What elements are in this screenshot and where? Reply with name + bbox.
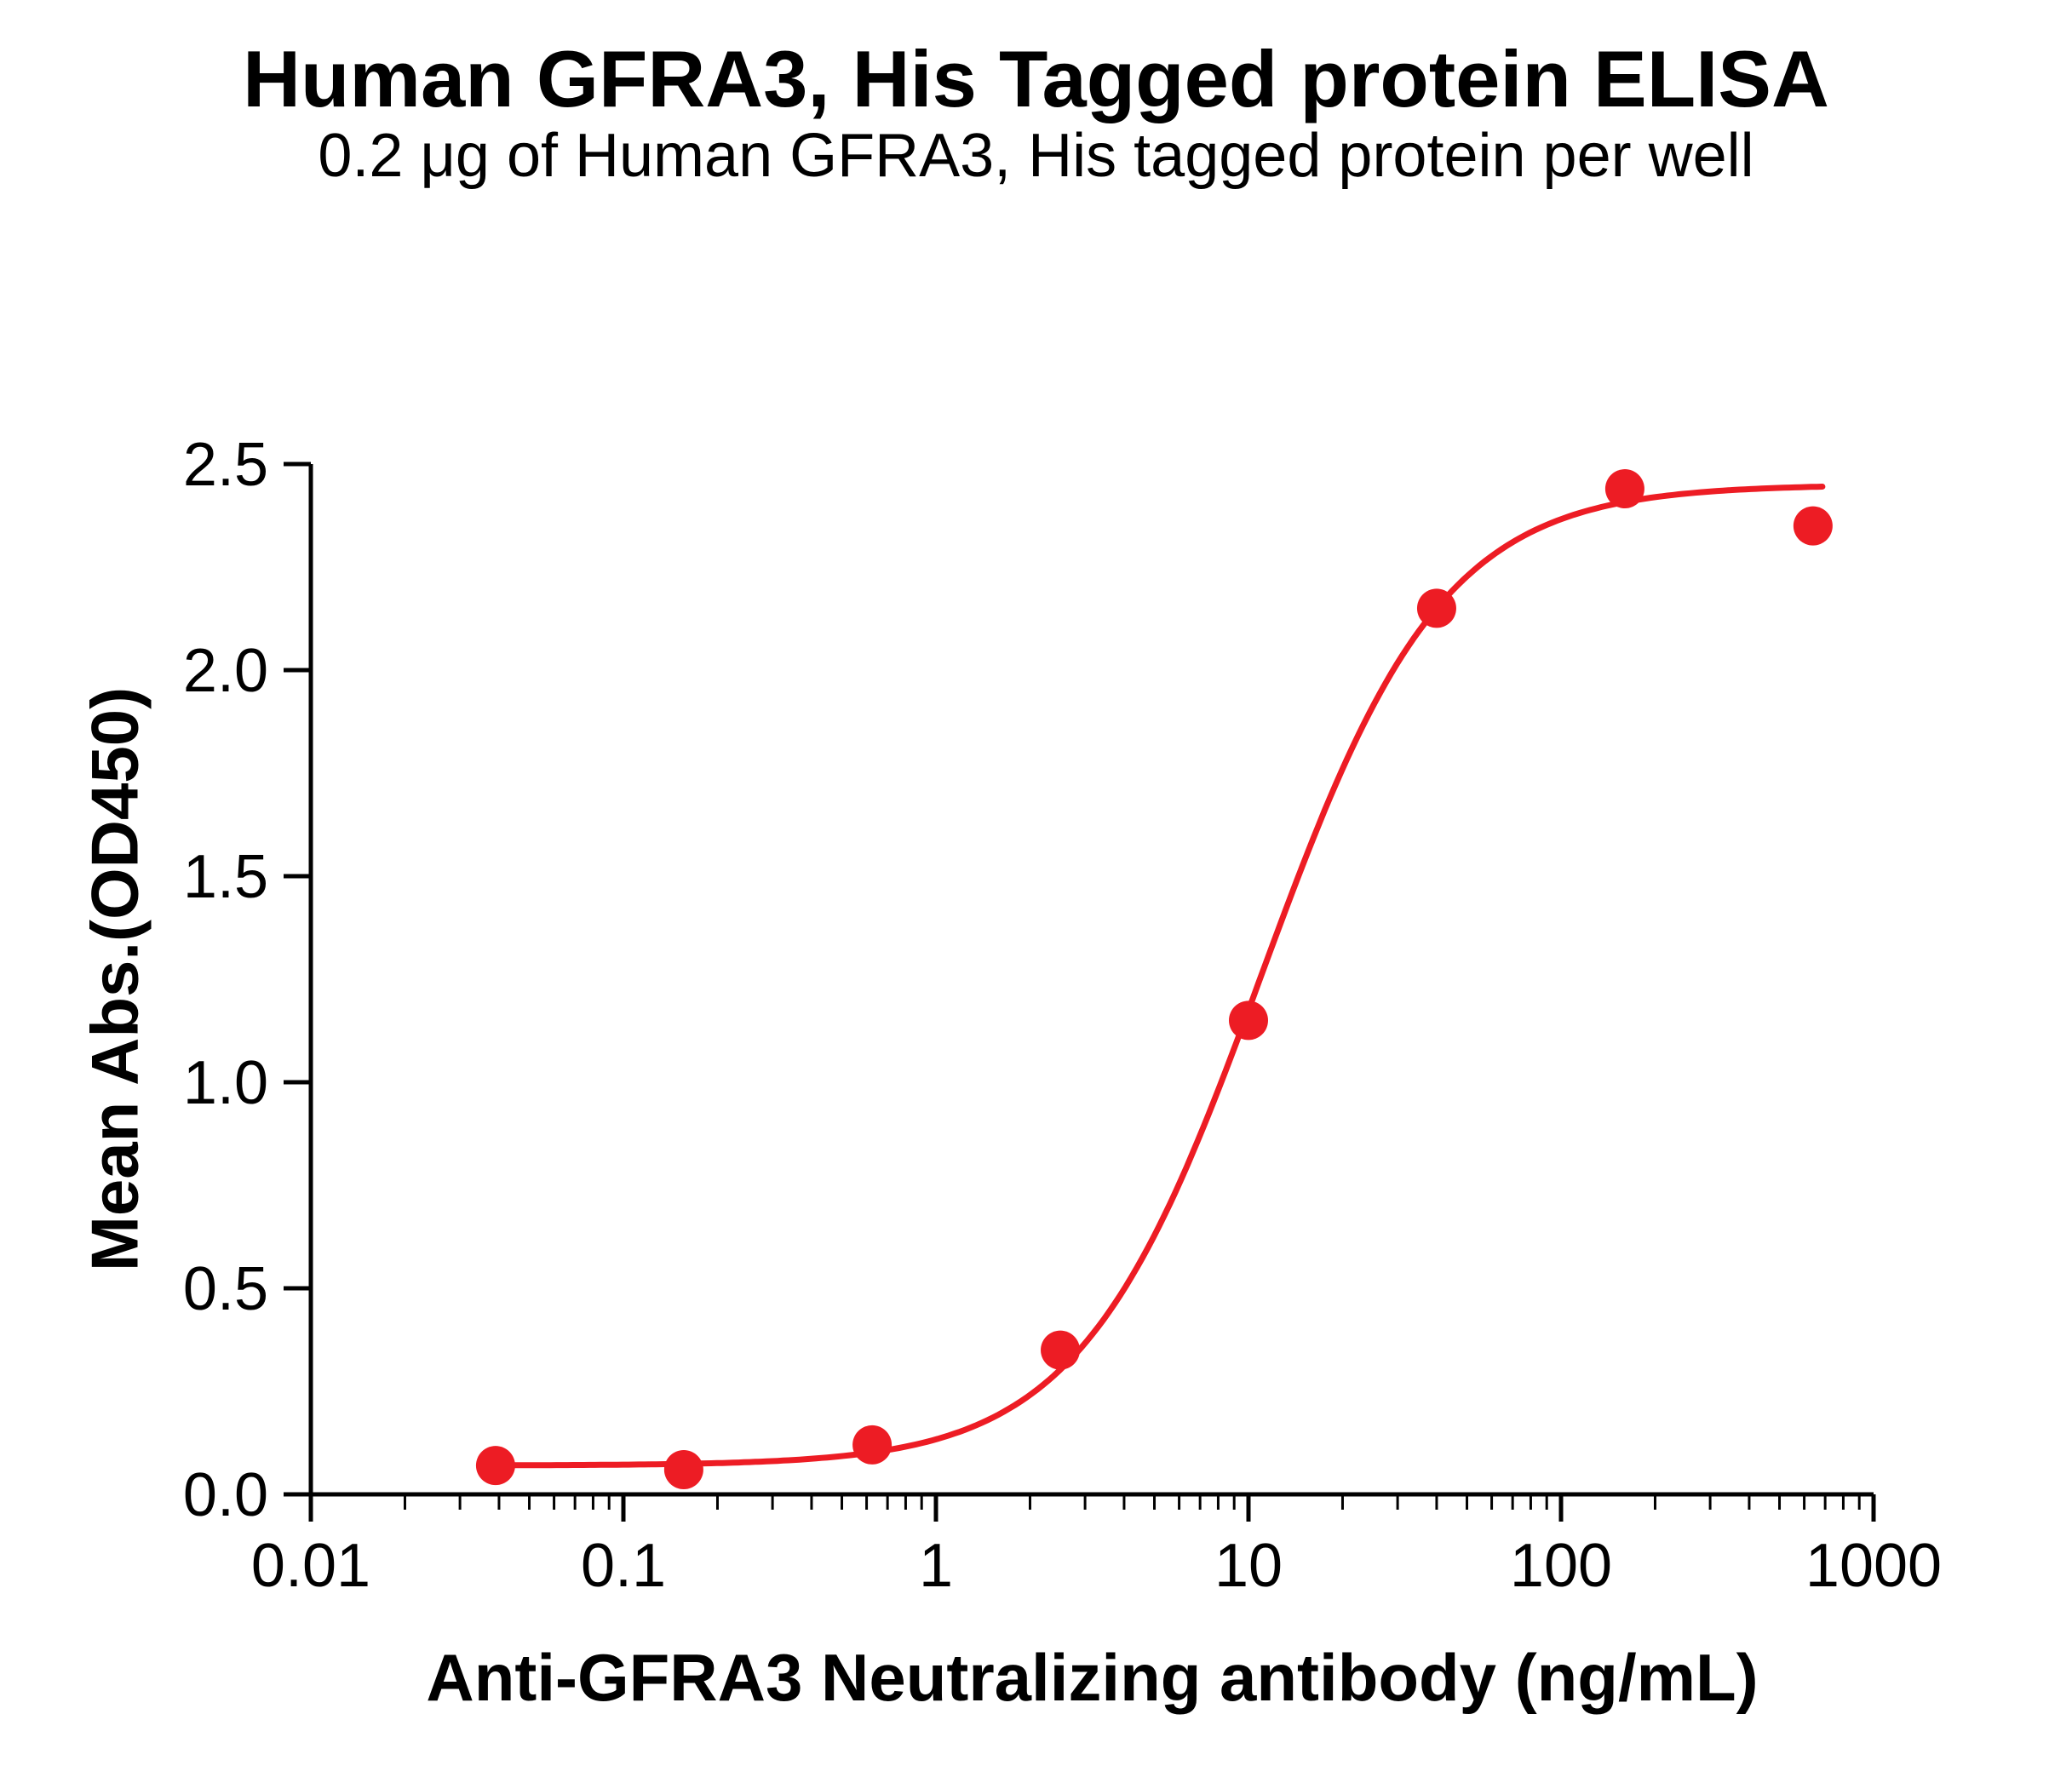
chart-subtitle: 0.2 μg of Human GFRA3, His tagged protei… xyxy=(318,122,1754,190)
y-tick-label: 0.0 xyxy=(183,1461,268,1529)
data-point xyxy=(1041,1330,1081,1370)
chart-title: Human GFRA3, His Tagged protein ELISA xyxy=(243,34,1829,123)
fit-curve xyxy=(492,484,1826,1469)
y-tick-label: 1.0 xyxy=(183,1049,268,1117)
x-tick-label: 100 xyxy=(1510,1532,1612,1600)
y-tick-label: 0.5 xyxy=(183,1255,268,1323)
y-tick-label: 1.5 xyxy=(183,843,268,911)
data-point xyxy=(1416,588,1456,628)
data-point xyxy=(663,1449,703,1489)
x-tick-label: 1000 xyxy=(1805,1532,1942,1600)
y-tick-label: 2.5 xyxy=(183,431,268,499)
data-point xyxy=(1793,506,1833,546)
x-tick-label: 1 xyxy=(919,1532,953,1600)
data-point xyxy=(852,1425,893,1465)
x-tick-label: 0.1 xyxy=(581,1532,666,1600)
x-axis-label: Anti-GFRA3 Neutralizing antibody (ng/mL) xyxy=(426,1640,1759,1715)
data-point xyxy=(1229,1000,1268,1041)
data-point xyxy=(475,1446,515,1486)
data-point xyxy=(1604,469,1644,509)
x-tick-label: 10 xyxy=(1214,1532,1283,1600)
x-tick-label: 0.01 xyxy=(251,1532,370,1600)
y-tick-label: 2.0 xyxy=(183,637,268,705)
